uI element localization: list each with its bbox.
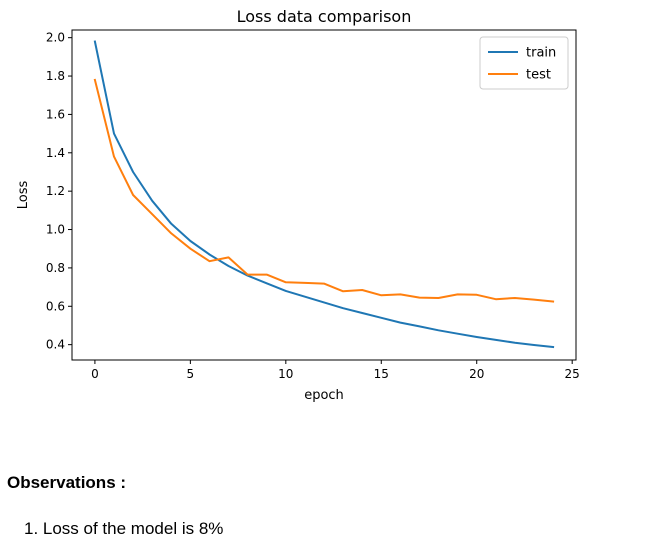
series-line-train — [93, 40, 555, 349]
x-tick-label: 0 — [91, 367, 99, 381]
x-tick-label: 15 — [374, 367, 389, 381]
legend-label-test: test — [526, 68, 551, 83]
x-tick-label: 5 — [187, 367, 195, 381]
observation-item: 1. Loss of the model is 8% — [24, 519, 224, 538]
x-tick-label: 25 — [565, 367, 580, 381]
x-tick-label: 20 — [469, 367, 484, 381]
y-tick-label: 0.8 — [46, 261, 65, 275]
y-tick-label: 1.2 — [46, 184, 65, 198]
y-tick-label: 1.0 — [46, 223, 65, 237]
y-tick-label: 1.6 — [46, 107, 65, 121]
y-tick-label: 1.8 — [46, 69, 65, 83]
x-axis-label: epoch — [304, 388, 344, 403]
y-axis-label: Loss — [16, 181, 31, 210]
y-tick-label: 2.0 — [46, 31, 65, 45]
legend-label-train: train — [526, 46, 556, 61]
x-tick-label: 10 — [278, 367, 293, 381]
plot-frame — [71, 29, 577, 361]
y-tick-label: 1.4 — [46, 146, 65, 160]
y-tick-label: 0.6 — [46, 299, 65, 313]
legend-box — [479, 36, 569, 90]
y-tick-label: 0.4 — [46, 338, 65, 352]
observations-list: 1. Loss of the model is 8% — [24, 519, 223, 539]
loss-chart: Loss data comparison 0 5 10 15 20 25 0.4 0.6 0.8 1… — [16, 7, 580, 403]
chart-title: Loss data comparison — [237, 7, 412, 26]
chart-svg: Loss data comparison 0 5 10 15 20 25 0.4 0.6 0.8 1… — [16, 7, 580, 403]
series-line-test — [93, 78, 555, 303]
observations-heading: Observations : — [7, 473, 127, 492]
